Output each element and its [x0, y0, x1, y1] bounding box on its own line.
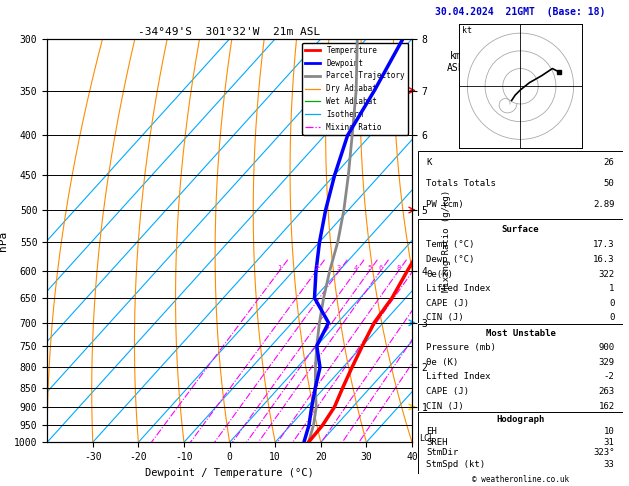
- Text: Surface: Surface: [502, 225, 539, 234]
- Text: 10: 10: [604, 427, 615, 436]
- Text: CIN (J): CIN (J): [426, 402, 464, 411]
- Text: kt: kt: [462, 26, 472, 35]
- Text: 31: 31: [604, 437, 615, 447]
- Text: Totals Totals: Totals Totals: [426, 179, 496, 188]
- Text: Most Unstable: Most Unstable: [486, 329, 555, 338]
- Text: 50: 50: [604, 179, 615, 188]
- Text: 900: 900: [598, 343, 615, 352]
- Text: 322: 322: [598, 270, 615, 278]
- Text: Temp (°C): Temp (°C): [426, 240, 475, 249]
- Text: StmDir: StmDir: [426, 448, 459, 457]
- Text: 329: 329: [598, 358, 615, 367]
- Text: 323°: 323°: [593, 448, 615, 457]
- Legend: Temperature, Dewpoint, Parcel Trajectory, Dry Adiabat, Wet Adiabat, Isotherm, Mi: Temperature, Dewpoint, Parcel Trajectory…: [302, 43, 408, 135]
- Text: 30.04.2024  21GMT  (Base: 18): 30.04.2024 21GMT (Base: 18): [435, 7, 606, 17]
- Text: Pressure (mb): Pressure (mb): [426, 343, 496, 352]
- Text: 33: 33: [604, 460, 615, 469]
- Text: -2: -2: [604, 372, 615, 382]
- Text: 4: 4: [353, 265, 358, 271]
- Text: SREH: SREH: [426, 437, 448, 447]
- Text: CIN (J): CIN (J): [426, 313, 464, 323]
- Text: EH: EH: [426, 427, 437, 436]
- Text: CAPE (J): CAPE (J): [426, 299, 469, 308]
- Y-axis label: hPa: hPa: [0, 230, 8, 251]
- Title: -34°49'S  301°32'W  21m ASL: -34°49'S 301°32'W 21m ASL: [138, 27, 321, 37]
- Text: 1: 1: [609, 284, 615, 293]
- Text: Lifted Index: Lifted Index: [426, 284, 491, 293]
- Text: 17.3: 17.3: [593, 240, 615, 249]
- Text: Hodograph: Hodograph: [496, 415, 545, 424]
- Text: 2: 2: [314, 265, 318, 271]
- Text: 8: 8: [396, 265, 401, 271]
- Text: LCL: LCL: [420, 434, 434, 443]
- Text: 0: 0: [609, 313, 615, 323]
- Text: 162: 162: [598, 402, 615, 411]
- Text: θe(K): θe(K): [426, 270, 454, 278]
- Text: PW (cm): PW (cm): [426, 200, 464, 209]
- Text: CAPE (J): CAPE (J): [426, 387, 469, 396]
- Text: StmSpd (kt): StmSpd (kt): [426, 460, 486, 469]
- Text: K: K: [426, 158, 432, 167]
- Text: © weatheronline.co.uk: © weatheronline.co.uk: [472, 474, 569, 484]
- Text: 0: 0: [609, 299, 615, 308]
- Text: 1: 1: [277, 265, 281, 271]
- Text: Dewp (°C): Dewp (°C): [426, 255, 475, 264]
- Text: Lifted Index: Lifted Index: [426, 372, 491, 382]
- Text: 2.89: 2.89: [593, 200, 615, 209]
- Text: θe (K): θe (K): [426, 358, 459, 367]
- Text: 5: 5: [367, 265, 371, 271]
- Y-axis label: km
ASL: km ASL: [447, 51, 465, 72]
- Text: 16.3: 16.3: [593, 255, 615, 264]
- Text: 6: 6: [378, 265, 382, 271]
- Text: 263: 263: [598, 387, 615, 396]
- X-axis label: Dewpoint / Temperature (°C): Dewpoint / Temperature (°C): [145, 468, 314, 478]
- Text: 3: 3: [337, 265, 341, 271]
- Text: Mixing Ratio (g/kg): Mixing Ratio (g/kg): [442, 190, 451, 292]
- Text: 26: 26: [604, 158, 615, 167]
